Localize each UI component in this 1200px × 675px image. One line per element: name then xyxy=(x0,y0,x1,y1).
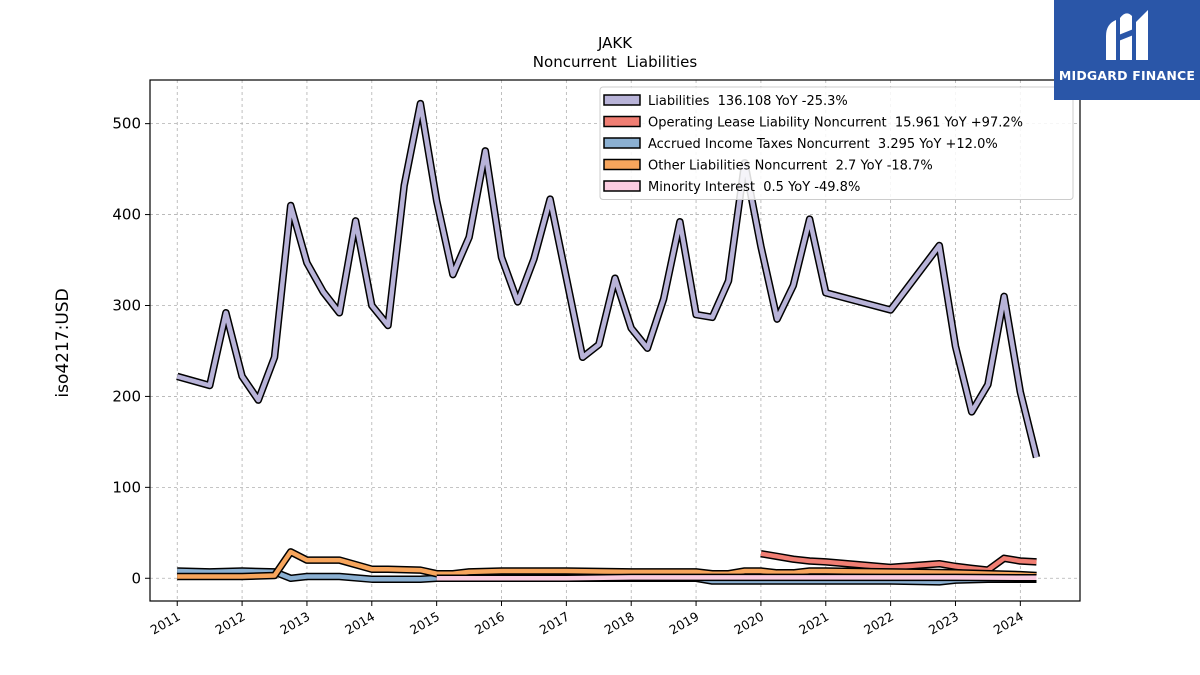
x-tick-label: 2019 xyxy=(667,609,702,638)
legend-label: Operating Lease Liability Noncurrent 15.… xyxy=(648,116,1023,131)
x-tick-label: 2020 xyxy=(731,609,766,638)
x-tick-label: 2017 xyxy=(537,609,572,638)
series-other-liabilities-noncurrent xyxy=(177,548,1037,581)
y-tick-label: 0 xyxy=(131,569,141,587)
legend-box xyxy=(599,86,1074,200)
y-axis: 0 100 200 300 400 500 xyxy=(112,115,150,587)
x-tick-label: 2011 xyxy=(148,609,183,638)
logo-text: MIDGARD FINANCE xyxy=(1058,68,1196,83)
legend-swatch xyxy=(603,137,641,149)
legend: Liabilities 136.108 YoY -25.3% Operating … xyxy=(599,86,1074,200)
series-line xyxy=(760,551,1037,573)
y-tick-label: 300 xyxy=(112,296,141,314)
x-tick-label: 2012 xyxy=(213,609,248,638)
series-line xyxy=(177,549,1037,579)
x-tick-label: 2015 xyxy=(407,609,442,638)
brand-logo: MIDGARD FINANCE xyxy=(1054,0,1200,100)
legend-swatch xyxy=(603,180,641,192)
x-tick-label: 2016 xyxy=(472,609,507,638)
legend-label: Other Liabilities Noncurrent 2.7 YoY -18… xyxy=(648,159,933,174)
legend-label: Accrued Income Taxes Noncurrent 3.295 Yo… xyxy=(648,137,998,152)
series-liabilities xyxy=(176,99,1041,459)
plot-frame xyxy=(149,79,1081,602)
legend-label: Minority Interest 0.5 YoY -49.8% xyxy=(648,180,860,195)
y-axis-label: iso4217:USD xyxy=(53,288,73,397)
x-tick-label: 2022 xyxy=(861,609,896,638)
series-layer xyxy=(176,99,1041,586)
series-minority-interest xyxy=(436,573,1037,583)
y-tick-label: 100 xyxy=(112,478,141,496)
x-tick-label: 2018 xyxy=(602,609,637,638)
series-operating-lease-liability-noncurrent xyxy=(760,550,1037,574)
x-tick-label: 2014 xyxy=(342,609,377,638)
x-tick-label: 2021 xyxy=(796,609,831,638)
x-tick-label: 2023 xyxy=(926,609,961,638)
chart-title: JAKK xyxy=(597,34,633,52)
series-line xyxy=(176,101,1039,458)
chart-subtitle: Noncurrent Liabilities xyxy=(533,53,698,71)
legend-swatch xyxy=(603,115,641,128)
legend-swatch xyxy=(603,158,641,171)
series-line xyxy=(436,575,1037,581)
y-tick-label: 200 xyxy=(112,387,141,405)
x-axis: 2011 2012 2013 2014 2015 2016 2017 2018 2019 2020… xyxy=(148,601,1026,638)
midgard-logo-icon xyxy=(1106,10,1148,60)
y-tick-label: 500 xyxy=(112,115,141,133)
legend-swatch xyxy=(603,94,641,106)
x-tick-label: 2013 xyxy=(277,609,312,638)
legend-label: Liabilities 136.108 YoY -25.3% xyxy=(648,94,848,109)
y-tick-label: 400 xyxy=(112,206,141,224)
x-tick-label: 2024 xyxy=(991,609,1026,638)
